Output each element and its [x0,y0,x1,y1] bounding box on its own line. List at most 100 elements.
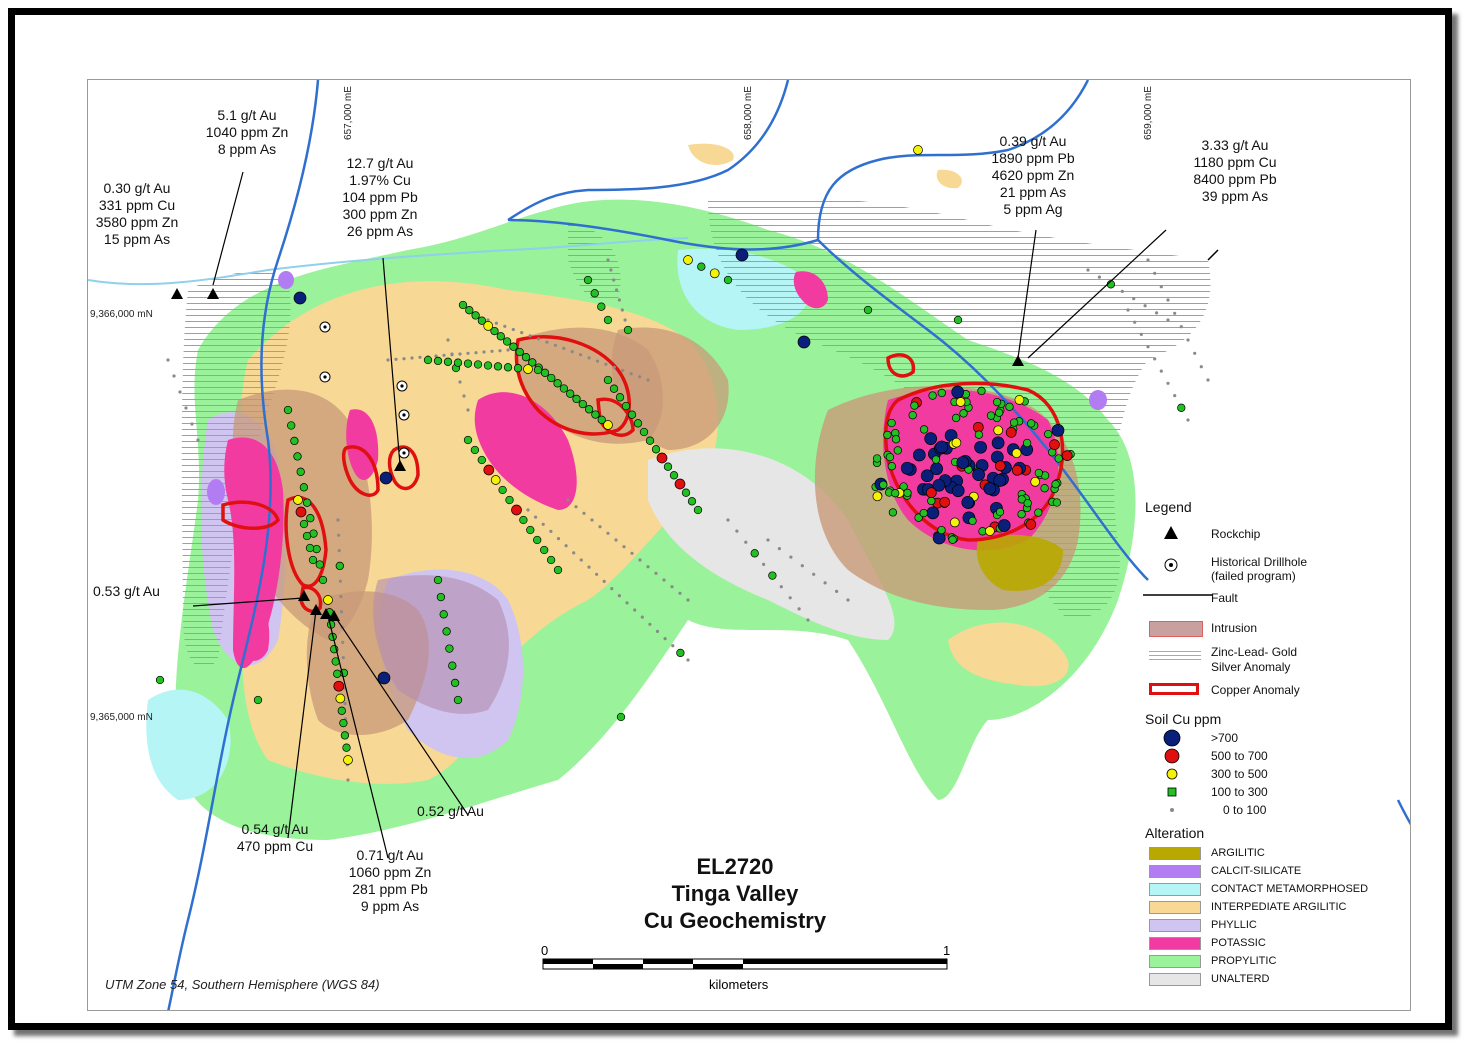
scale-bar-graphic [542,958,948,970]
soil-sample-point [528,334,532,338]
river [167,80,320,1010]
soil-sample-point [621,401,631,411]
soil-sample-point [490,475,501,485]
soil-sample-point [483,464,495,476]
soil-sample-point [566,389,575,398]
drillhole-icon [396,380,408,392]
soil-sample-point [1030,476,1041,487]
soil-sample-point [343,755,353,765]
soil-sample-point [919,425,929,434]
soil-sample-point [597,302,606,311]
alteration-row: UNALTERD [1149,973,1399,987]
soil-class-label: 0 to 100 [1223,803,1267,817]
soil-sample-point [379,471,393,485]
soil-sample-point [914,513,923,522]
soil-sample-point [498,349,502,353]
soil-sample-point [1179,325,1183,329]
soil-sample-point [788,596,792,600]
soil-sample-point [663,637,667,641]
leader-line [335,617,469,816]
soil-sample-point [800,564,804,568]
legend-drillhole-label: Historical Drillhole (failed program) [1211,555,1308,583]
soil-sample-point [891,489,900,498]
soil-sample-point [645,436,655,445]
soil-sample-point [1177,403,1186,412]
soil-sample-point [342,743,351,752]
soil-sample-point [879,480,888,489]
potassic-zone [346,409,379,480]
projection-note: UTM Zone 54, Southern Hemisphere (WGS 84… [105,977,380,992]
soil-class-label: >700 [1211,731,1239,745]
soil-sample-point [924,432,938,445]
rockchip-icon [1012,355,1024,366]
soil-sample-point [1040,484,1049,493]
soil-sample-point [932,478,946,492]
copper-anomaly-outline [514,335,631,436]
alteration-label: UNALTERD [1211,973,1270,985]
soil-class-label: 300 to 500 [1211,767,1268,781]
soil-sample-point [1034,508,1043,517]
soil-sample-point [1017,495,1026,504]
copper-anomaly-outline [341,445,380,497]
soil-sample-point [1133,320,1137,324]
soil-sample-point [338,579,342,583]
soil-sample-point [968,516,977,526]
fault-line [1207,249,1219,261]
rockchip-callout: 3.33 g/t Au 1180 ppm Cu 8400 ppm Pb 39 ppm … [1193,137,1277,204]
soil-sample-point [627,410,637,419]
soil-sample-point [1143,304,1147,308]
soil-sample-point [293,291,307,305]
soil-sample-point [483,321,494,331]
soil-sample-point [623,325,633,335]
soil-sample-point [490,349,494,353]
leader-line [192,597,304,607]
soil-sample-point [293,495,303,505]
alteration-label: ARGILITIC [1211,847,1265,859]
soil-sample-point [545,340,549,344]
soil-sample-point [777,547,782,551]
soil-sample-point [937,388,946,398]
soil-sample-point [885,452,895,462]
soil-sample-point [523,364,533,374]
soil-sample-point [423,355,433,365]
soil-sample-point [445,644,454,653]
soil-sample-point [956,456,970,469]
soil-sample-point [178,390,182,394]
soil-sample-point [662,578,666,582]
callout-leaders [192,171,1167,859]
soil-sample-point [709,268,720,279]
soil-sample-point [533,365,543,375]
alteration-swatch [1149,865,1201,878]
soil-sample-point [899,482,908,491]
map-title: EL2720 Tinga Valley Cu Geochemistry [643,854,827,933]
soil-sample-point [453,358,463,367]
scale-unit-label: kilometers [709,977,769,992]
soil-sample-point [318,575,328,585]
soil-sample-point [926,506,940,520]
map-frame: 657,000 mE 658,000 mE 659,000 mE 9,366,0… [8,8,1452,1030]
soil-sample-point [621,368,625,373]
zn-pb-anomaly-zone [568,220,621,303]
soil-sample-point [536,337,541,341]
soil-sample-point [622,545,626,549]
soil-sample-point [846,598,850,602]
rockchip-callout: 0.30 g/t Au 331 ppm Cu 3580 ppm Zn 15 ppm A… [95,180,179,247]
soil-sample-point [913,145,923,155]
soil-sample-point [335,561,344,571]
soil-sample-point [997,519,1011,532]
soil-sample-point [443,357,453,366]
soil-sample-point [893,446,902,455]
soil-sample-point [299,519,309,529]
soil-sample-point [638,558,642,562]
soil-sample-point [450,352,454,356]
intrusion-swatch [1149,621,1203,637]
intrusion-zone [373,575,509,714]
soil-sample-point [458,380,462,384]
soil-sample-point [483,361,493,370]
intrusion-zone [611,327,729,450]
soil-sample-point [671,644,675,648]
grid-easting-label: 658,000 mE [743,86,754,140]
soil-sample-point [985,526,995,536]
soil-sample-point [579,353,583,357]
soil-sample-point [612,365,616,369]
